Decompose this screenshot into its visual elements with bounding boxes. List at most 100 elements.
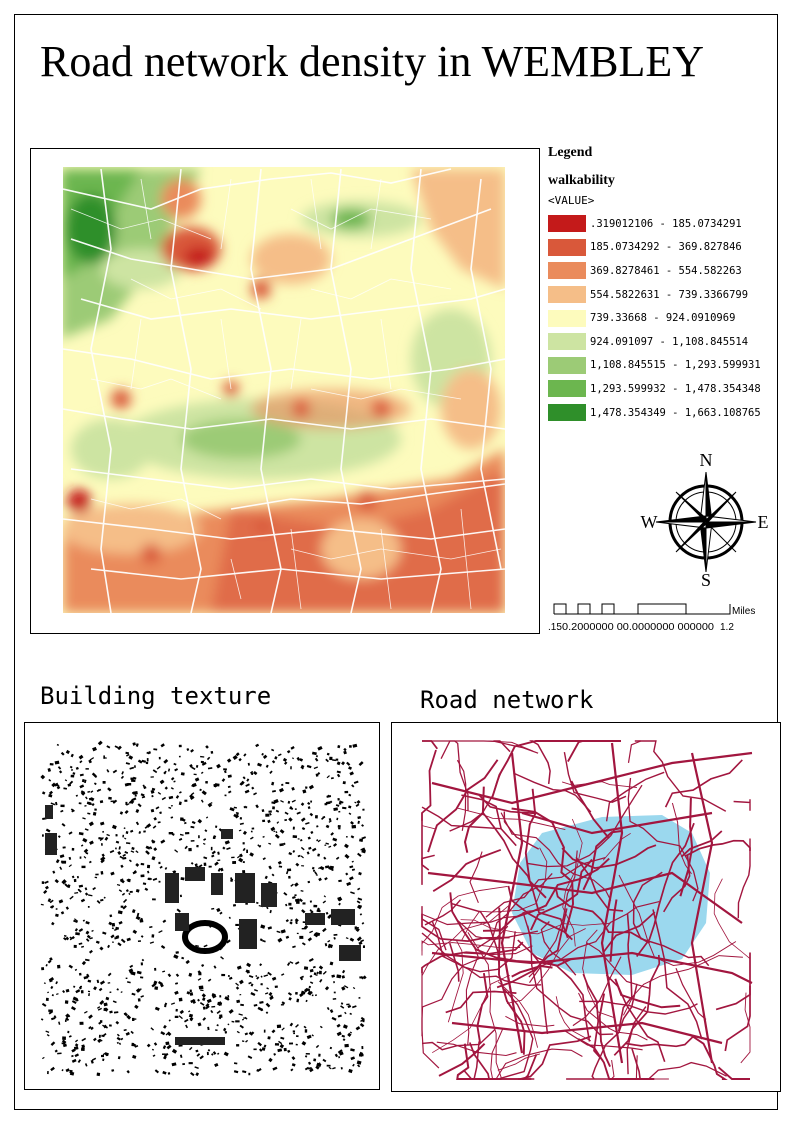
building — [195, 1072, 200, 1077]
building — [63, 787, 68, 790]
legend-class-1: .319012106 - 185.0734291 — [548, 212, 761, 236]
road-segment — [591, 983, 638, 1080]
building — [51, 1017, 56, 1021]
building — [84, 1063, 88, 1067]
building — [350, 891, 355, 895]
building — [238, 758, 242, 762]
building — [68, 964, 73, 969]
building — [153, 817, 157, 821]
building — [196, 1053, 201, 1057]
building — [87, 990, 91, 993]
building — [205, 816, 209, 819]
building — [343, 750, 347, 755]
building — [260, 975, 263, 978]
building — [322, 816, 326, 819]
building — [188, 1010, 191, 1013]
building — [61, 1042, 66, 1045]
building — [218, 1001, 223, 1005]
building — [247, 1055, 253, 1059]
road-segment — [555, 888, 651, 944]
building — [132, 1054, 137, 1059]
building — [136, 912, 140, 917]
building — [70, 774, 75, 778]
building — [78, 832, 84, 836]
legend-class-9: 1,478.354349 - 1,663.108765 — [548, 401, 761, 425]
building — [194, 1066, 199, 1069]
building — [317, 853, 321, 857]
building — [190, 792, 195, 796]
building — [135, 821, 140, 826]
building — [159, 779, 165, 785]
building — [296, 900, 300, 904]
building — [276, 821, 280, 824]
page-frame — [14, 14, 778, 1110]
road-segment — [598, 993, 611, 1068]
building — [153, 748, 158, 751]
building — [51, 994, 54, 997]
building — [288, 817, 293, 822]
building — [63, 934, 67, 937]
building — [122, 834, 125, 838]
building — [130, 829, 134, 833]
building — [103, 896, 106, 899]
road-segment — [567, 740, 621, 763]
building — [199, 788, 202, 792]
building — [162, 1045, 167, 1050]
building — [135, 809, 140, 813]
scale-start: .15 — [548, 622, 562, 633]
building — [160, 743, 165, 748]
building — [251, 786, 255, 790]
building — [79, 773, 84, 777]
building — [134, 1045, 139, 1048]
road-segment — [617, 913, 633, 1032]
building — [119, 811, 124, 815]
building — [325, 842, 329, 845]
building — [362, 975, 367, 980]
building — [233, 1062, 238, 1065]
building — [297, 854, 301, 858]
building — [79, 1021, 84, 1025]
building — [313, 972, 317, 976]
building — [271, 976, 277, 981]
building — [289, 1042, 294, 1045]
building — [337, 745, 341, 749]
building — [337, 798, 340, 801]
building — [350, 835, 355, 839]
building — [296, 932, 299, 935]
building — [304, 987, 309, 993]
building — [301, 865, 305, 867]
building — [80, 791, 86, 796]
building — [68, 1035, 72, 1038]
building — [273, 830, 276, 833]
building — [158, 756, 161, 760]
building — [120, 905, 124, 908]
building — [201, 761, 207, 766]
building — [60, 804, 65, 808]
building — [227, 1023, 230, 1026]
building — [301, 827, 306, 831]
road-segment — [476, 972, 489, 1044]
building — [233, 806, 238, 809]
building — [115, 926, 120, 930]
building — [261, 753, 264, 756]
building — [306, 1034, 312, 1040]
building — [268, 842, 272, 845]
building — [149, 941, 155, 944]
building — [239, 993, 242, 996]
building — [289, 907, 294, 910]
building — [240, 1003, 244, 1007]
building — [337, 896, 342, 901]
building — [170, 805, 173, 807]
building — [139, 976, 144, 979]
building — [308, 985, 312, 989]
building — [328, 820, 332, 823]
building — [284, 818, 288, 822]
building — [72, 772, 76, 775]
building — [134, 1018, 137, 1020]
building — [131, 779, 136, 782]
building — [100, 898, 104, 902]
building — [272, 806, 275, 810]
building — [208, 865, 212, 868]
legend-swatch — [548, 286, 586, 304]
building — [303, 925, 309, 930]
